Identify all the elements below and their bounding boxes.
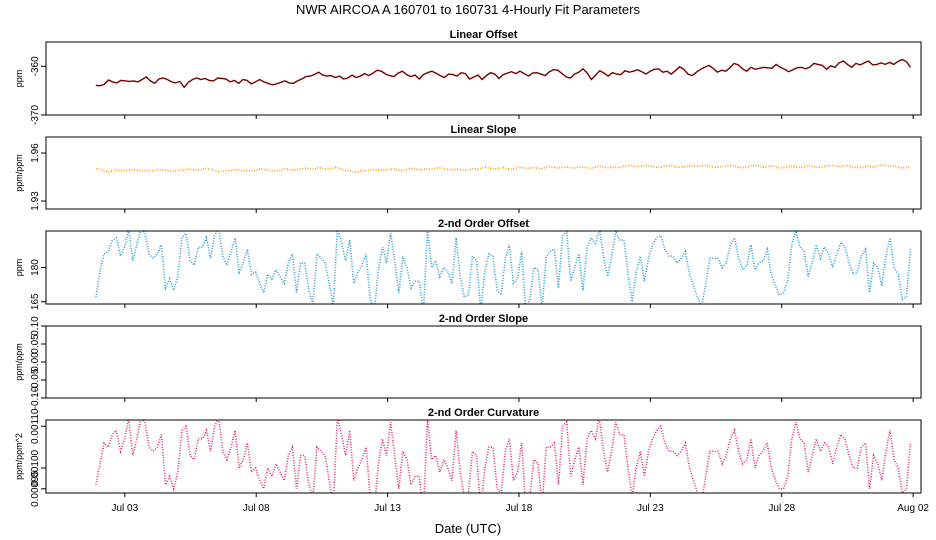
- panels-group: Linear Offset ppm -370 -360 Linear Slope ppm/…: [14, 29, 922, 507]
- y-axis-label-3: ppm/ppm: [14, 343, 24, 381]
- series-line-2: [95, 231, 912, 304]
- x-tick-label-0: Jul 03: [111, 503, 138, 514]
- panel-3: 2-nd Order Slope ppm/ppm -0.10-0.050.000.0…: [14, 313, 922, 409]
- series-marker-line-0: [95, 59, 911, 88]
- y-tick-label-0-0: -370: [30, 105, 41, 125]
- y-axis-label-4: ppm/ppm^2: [14, 433, 24, 480]
- panel-2: 2-nd Order Offset ppm 165 180: [14, 218, 922, 310]
- y-tick-label-1-0: 1.93: [30, 191, 41, 211]
- x-tick-label-4: Jul 23: [637, 503, 664, 514]
- panel-4: 2-nd Order Curvatureppm/ppm^20.000950.00…: [14, 407, 922, 507]
- y-tick-label-3-3: 0.05: [30, 334, 41, 354]
- x-axis: Jul 03 Jul 08 Jul 13 Jul 18 Jul 23 Jul 28 Aug …: [111, 503, 929, 514]
- series-line-4: [95, 420, 912, 493]
- y-tick-label-4-1: 0.00100: [30, 449, 41, 486]
- panel-1: Linear Slope ppm/ppm 1.93 1.96: [14, 124, 922, 213]
- x-tick-label-2: Jul 13: [374, 503, 401, 514]
- y-tick-label-3-1: -0.05: [30, 368, 41, 391]
- y-axis-label-0: ppm: [14, 70, 24, 88]
- series-line-0: [95, 58, 912, 89]
- y-tick-label-1-1: 1.96: [30, 143, 41, 163]
- panel-title-2: 2-nd Order Offset: [438, 218, 529, 230]
- y-axis-label-2: ppm: [14, 259, 24, 277]
- x-tick-label-1: Jul 08: [243, 503, 270, 514]
- panel-title-4: 2-nd Order Curvature: [428, 407, 539, 419]
- y-tick-label-4-0: 0.00095: [30, 470, 41, 507]
- x-tick-label-5: Jul 28: [768, 503, 795, 514]
- panel-title-1: Linear Slope: [450, 124, 516, 136]
- figure-title: NWR AIRCOA A 160701 to 160731 4-Hourly F…: [296, 2, 640, 17]
- panel-frame-0: [45, 41, 922, 116]
- y-tick-label-3-4: 0.10: [30, 316, 41, 336]
- y-tick-label-3-2: 0.00: [30, 352, 41, 372]
- series-line-1: [95, 164, 911, 174]
- panel-frame-1: [45, 136, 922, 210]
- y-tick-label-4-2: 0.00110: [30, 408, 41, 444]
- panel-frame-3: [45, 325, 922, 399]
- panel-title-3: 2-nd Order Slope: [439, 313, 528, 325]
- y-tick-label-2-1: 180: [30, 259, 41, 276]
- y-tick-label-0-1: -360: [30, 56, 41, 76]
- x-tick-label-6: Aug 02: [897, 503, 929, 514]
- panel-0: Linear Offset ppm -370 -360: [14, 29, 922, 125]
- panel-frame-4: [45, 419, 922, 494]
- y-tick-label-3-0: -0.10: [30, 386, 41, 409]
- y-tick-label-2-0: 165: [30, 293, 41, 310]
- panel-title-0: Linear Offset: [450, 29, 518, 41]
- x-axis-label: Date (UTC): [435, 521, 501, 536]
- y-axis-label-1: ppm/ppm: [14, 154, 24, 192]
- x-tick-label-3: Jul 18: [506, 503, 533, 514]
